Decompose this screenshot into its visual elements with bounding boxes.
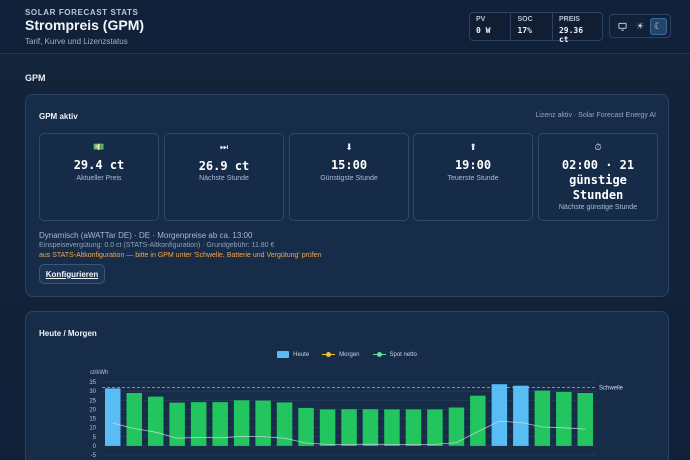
monitor-glyph bbox=[617, 22, 627, 31]
tile-value: 02:00 · 21 günstige Stunden bbox=[561, 158, 635, 202]
page-subtitle: Tarif, Kurve und Lizenzstatus bbox=[25, 37, 128, 46]
sun-icon[interactable]: ☀ bbox=[635, 20, 645, 31]
gpm-card: GPM aktiv Lizenz aktiv · Solar Forecast … bbox=[25, 94, 669, 297]
license-note: Lizenz aktiv · Solar Forecast Energy AI bbox=[535, 112, 656, 119]
y-tick-label: 25 bbox=[89, 398, 96, 404]
price-bar bbox=[491, 384, 508, 446]
tile-cheapest-hour: ⬇ 15:00 Günstigste Stunde bbox=[289, 133, 409, 221]
price-bar bbox=[105, 388, 121, 446]
price-chart-card: Heute / Morgen Heute Morgen Spot netto c… bbox=[25, 311, 669, 460]
price-bar bbox=[276, 402, 293, 446]
price-bar bbox=[169, 402, 185, 446]
tile-label: Teuerste Stunde bbox=[447, 175, 499, 182]
tile-current-price: 💵 29.4 ct Aktueller Preis bbox=[39, 133, 159, 221]
legend-swatch bbox=[372, 351, 386, 358]
stat-price: PREIS 29.36 ct bbox=[553, 13, 602, 44]
legacy-config-warning: aus STATS-Altkonfiguration — bitte in GP… bbox=[39, 252, 322, 259]
y-axis-label: ct/kWh bbox=[90, 370, 108, 376]
price-bar bbox=[577, 393, 593, 446]
price-bar bbox=[212, 402, 228, 446]
stat-label: SOC bbox=[517, 16, 533, 23]
stat-value: 0 W bbox=[476, 26, 491, 35]
price-bar bbox=[534, 390, 551, 446]
price-bar bbox=[513, 385, 529, 446]
y-tick-label: 10 bbox=[89, 426, 96, 432]
price-bar bbox=[405, 409, 422, 446]
stat-pv: PV 0 W bbox=[470, 13, 512, 40]
chart-legend: Heute Morgen Spot netto bbox=[26, 351, 668, 358]
card-title: GPM aktiv bbox=[39, 112, 78, 121]
app-header: SOLAR FORECAST STATS Strompreis (GPM) Ta… bbox=[0, 0, 690, 54]
stat-label: PV bbox=[476, 16, 486, 23]
price-bar bbox=[255, 400, 271, 446]
tile-label: Aktueller Preis bbox=[76, 175, 122, 182]
tile-value: 15:00 bbox=[330, 158, 368, 172]
money-icon: 💵 bbox=[93, 142, 105, 152]
y-tick-label: 20 bbox=[89, 407, 96, 413]
y-tick-label: 30 bbox=[89, 389, 96, 395]
theme-switcher: ☀ ☾ bbox=[609, 14, 671, 38]
price-bar bbox=[319, 409, 336, 446]
tile-most-expensive-hour: ⬆ 19:00 Teuerste Stunde bbox=[413, 133, 533, 221]
price-chart: ct/kWh 35 30 25 20 15 10 5 0 -5 Schwelle bbox=[89, 370, 624, 459]
price-bar bbox=[362, 409, 379, 446]
stat-label: PREIS bbox=[558, 16, 580, 23]
app-kicker: SOLAR FORECAST STATS bbox=[25, 8, 139, 17]
tile-next-hour: ⏭ 26.9 ct Nächste Stunde bbox=[164, 133, 284, 221]
legend-swatch bbox=[277, 351, 290, 358]
price-bar bbox=[233, 400, 250, 446]
y-tick-label: -5 bbox=[91, 453, 97, 459]
y-tick-label: 5 bbox=[93, 435, 97, 441]
moon-icon[interactable]: ☾ bbox=[649, 17, 667, 35]
legend-label: Spot netto bbox=[389, 351, 417, 358]
card-title: Heute / Morgen bbox=[39, 329, 97, 338]
price-bar bbox=[427, 409, 443, 446]
tile-next-cheap-hour: ⏱ 02:00 · 21 günstige Stunden Nächste gü… bbox=[538, 133, 658, 221]
price-bar bbox=[384, 409, 400, 446]
legend-label: Heute bbox=[293, 351, 310, 358]
price-bar bbox=[298, 407, 314, 446]
tile-label: Nächste Stunde bbox=[199, 175, 249, 182]
tile-value: 26.9 ct bbox=[198, 159, 250, 173]
y-tick-label: 35 bbox=[89, 380, 96, 386]
configure-button[interactable]: Konfigurieren bbox=[39, 264, 105, 284]
page-title: Strompreis (GPM) bbox=[25, 17, 145, 33]
legend-item-spot[interactable]: Spot netto bbox=[372, 351, 417, 358]
stat-value: 29.36 ct bbox=[558, 26, 584, 44]
legend-label: Morgen bbox=[339, 351, 360, 358]
tariff-info: Dynamisch (aWATTar DE) · DE · Morgenprei… bbox=[39, 231, 253, 240]
stat-soc: SOC 17% bbox=[511, 13, 553, 40]
y-tick-label: 0 bbox=[93, 444, 97, 450]
spot-netto-line bbox=[112, 420, 586, 445]
tile-value: 19:00 bbox=[454, 158, 492, 172]
feed-in-info: Einspeisevergütung: 0.0 ct (STATS-Altkon… bbox=[39, 242, 275, 249]
price-bar bbox=[126, 393, 142, 446]
threshold-label: Schwelle bbox=[599, 385, 624, 391]
timer-icon: ⏱ bbox=[594, 142, 602, 152]
next-track-icon: ⏭ bbox=[219, 142, 229, 152]
legend-item-today[interactable]: Heute bbox=[277, 351, 309, 358]
price-bar bbox=[448, 407, 465, 446]
price-bar bbox=[148, 396, 164, 446]
price-bar bbox=[190, 402, 207, 446]
legend-item-tomorrow[interactable]: Morgen bbox=[322, 351, 360, 358]
legend-swatch bbox=[322, 351, 336, 358]
tile-label: Nächste günstige Stunde bbox=[558, 204, 638, 211]
arrow-down-icon: ⬇ bbox=[345, 142, 353, 152]
tile-label: Günstigste Stunde bbox=[320, 175, 378, 182]
section-label: GPM bbox=[25, 73, 46, 83]
y-tick-label: 15 bbox=[89, 417, 96, 423]
price-bar bbox=[341, 409, 357, 446]
price-bar bbox=[556, 391, 572, 446]
price-bar bbox=[470, 395, 486, 446]
stat-value: 17% bbox=[517, 26, 532, 35]
tile-value: 29.4 ct bbox=[73, 158, 125, 172]
arrow-up-icon: ⬆ bbox=[469, 142, 477, 152]
monitor-icon[interactable] bbox=[614, 18, 631, 35]
live-stats: PV 0 W SOC 17% PREIS 29.36 ct bbox=[469, 12, 603, 44]
